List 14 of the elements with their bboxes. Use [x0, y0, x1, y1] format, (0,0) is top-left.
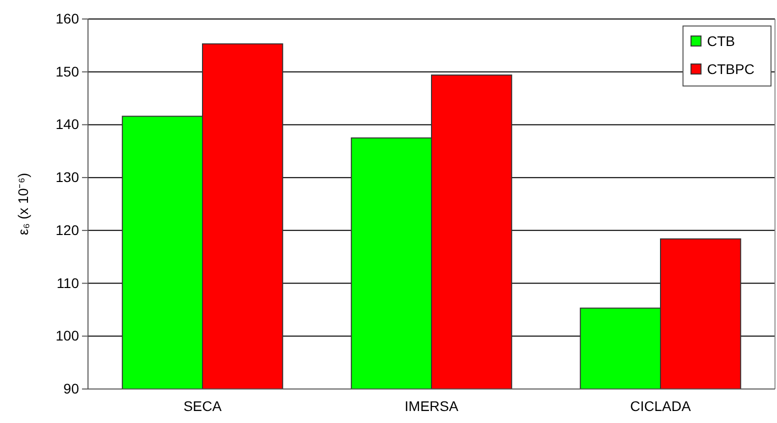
y-axis-title: ε₆ (x 10⁻⁶) [15, 172, 31, 236]
legend-label: CTB [707, 33, 735, 49]
y-tick-label: 140 [56, 116, 80, 132]
y-tick-label: 110 [56, 274, 80, 291]
y-tick-label: 100 [56, 328, 80, 344]
legend-label: CTBPC [707, 61, 754, 77]
x-tick-label: SECA [183, 398, 222, 414]
y-tick-label: 160 [56, 10, 80, 26]
y-tick-label: 90 [63, 380, 80, 396]
y-tick-label: 120 [56, 222, 80, 238]
y-tick-label: 130 [56, 169, 80, 186]
x-tick-label: IMERSA [404, 398, 459, 414]
y-tick-label: 150 [56, 63, 80, 80]
x-tick-label: CICLADA [630, 398, 692, 414]
